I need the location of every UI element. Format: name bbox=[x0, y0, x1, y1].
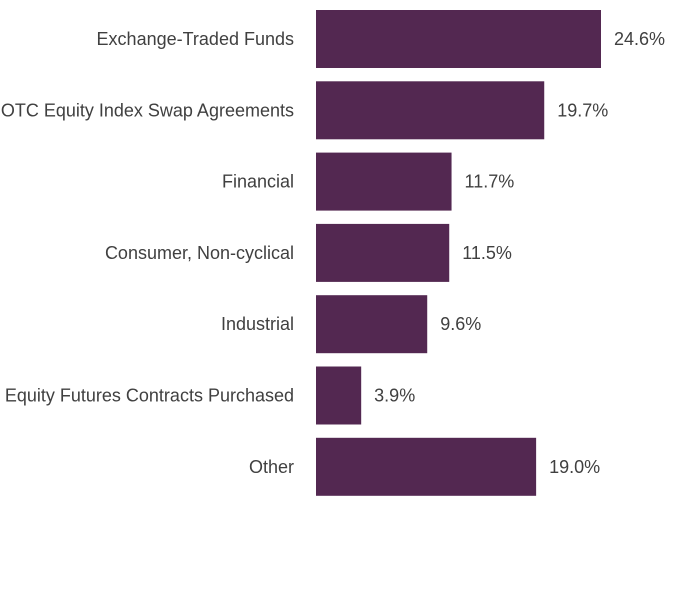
value-label-1: 19.7% bbox=[557, 100, 608, 120]
bar-4 bbox=[316, 295, 428, 354]
category-label-2: Financial bbox=[222, 172, 294, 192]
category-label-4: Industrial bbox=[221, 314, 294, 334]
value-label-6: 19.0% bbox=[549, 457, 600, 477]
bar-1 bbox=[316, 81, 545, 140]
bar-0 bbox=[316, 10, 601, 68]
value-label-4: 9.6% bbox=[440, 314, 481, 334]
category-label-5: Equity Futures Contracts Purchased bbox=[5, 386, 294, 406]
bar-6 bbox=[316, 437, 537, 496]
value-label-2: 11.7% bbox=[465, 172, 515, 192]
category-label-6: Other bbox=[249, 457, 294, 477]
bars-group bbox=[316, 10, 601, 496]
value-label-5: 3.9% bbox=[374, 386, 415, 406]
category-label-3: Consumer, Non-cyclical bbox=[105, 243, 294, 263]
bar-2 bbox=[316, 152, 452, 211]
value-label-3: 11.5% bbox=[462, 243, 512, 263]
bar-3 bbox=[316, 223, 450, 282]
category-label-0: Exchange-Traded Funds bbox=[97, 29, 294, 49]
category-labels-group: Exchange-Traded Funds OTC Equity Index Sw… bbox=[1, 29, 294, 477]
category-label-1: OTC Equity Index Swap Agreements bbox=[1, 100, 294, 120]
value-label-0: 24.6% bbox=[614, 29, 665, 49]
bar-5 bbox=[316, 366, 362, 425]
value-labels-group: 24.6% 19.7% 11.7% 11.5% 9.6% 3.9% 19.0% bbox=[374, 29, 665, 477]
